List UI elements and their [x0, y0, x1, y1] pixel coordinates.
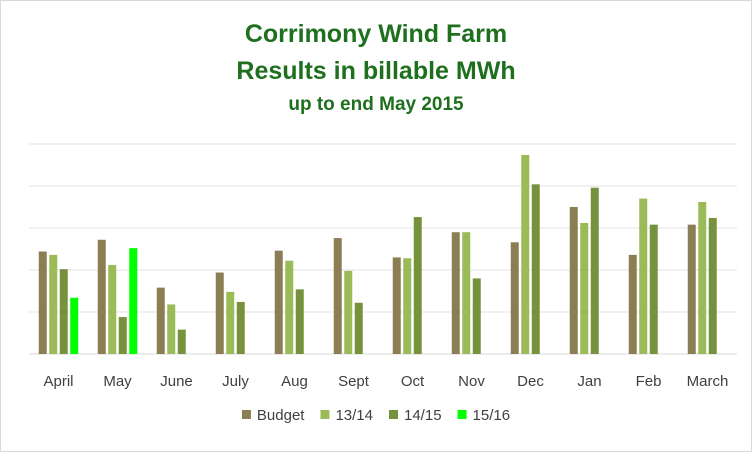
bar-Budget-april	[38, 251, 47, 354]
bar-1314-may	[108, 264, 117, 354]
gridlines	[29, 143, 737, 355]
bar-1314-sept	[344, 270, 353, 354]
bar-1415-july	[236, 301, 245, 354]
x-tick-label: Sept	[338, 373, 370, 390]
bar-1516-may	[129, 248, 138, 354]
legend-swatch	[320, 410, 330, 419]
bar-1415-jan	[590, 187, 599, 354]
bars	[38, 154, 717, 354]
bar-Budget-oct	[392, 257, 401, 354]
bar-1314-april	[49, 254, 58, 354]
bar-1314-feb	[639, 198, 648, 354]
bar-1415-may	[118, 317, 127, 354]
bar-1314-july	[226, 291, 235, 354]
bar-1415-aug	[295, 289, 304, 354]
legend-label: Budget	[257, 407, 305, 424]
legend-label: 14/15	[404, 407, 442, 424]
bar-1415-june	[177, 329, 186, 354]
bar-Budget-feb	[628, 254, 637, 354]
bar-1516-april	[70, 297, 79, 354]
bar-1314-nov	[462, 232, 471, 354]
bar-Budget-nov	[451, 232, 460, 354]
x-tick-label: Oct	[401, 373, 425, 390]
x-tick-label: Dec	[517, 373, 544, 390]
x-axis-tick-labels: April May June July Aug Sept Oct Nov Dec Jan Feb Ma…	[43, 373, 728, 390]
x-tick-label: April	[43, 373, 73, 390]
legend-swatch	[389, 410, 399, 419]
bar-1415-nov	[472, 278, 481, 354]
x-tick-label: July	[222, 373, 249, 390]
bar-1314-dec	[521, 154, 530, 354]
legend-label: 15/16	[473, 407, 511, 424]
bar-1415-sept	[354, 302, 363, 354]
bar-Budget-march	[687, 224, 696, 354]
x-tick-label: Feb	[636, 373, 662, 390]
bar-1415-feb	[649, 224, 658, 354]
bar-Budget-june	[156, 287, 165, 354]
bar-Budget-may	[97, 239, 106, 354]
x-tick-label: March	[687, 373, 729, 390]
legend-label: 13/14	[335, 407, 373, 424]
x-tick-label: Jan	[577, 373, 601, 390]
x-tick-label: Aug	[281, 373, 308, 390]
x-tick-label: June	[160, 373, 193, 390]
bar-1314-oct	[403, 258, 412, 354]
chart-title: Corrimony Wind Farm	[244, 20, 508, 48]
bar-1415-april	[59, 269, 68, 354]
bar-Budget-july	[215, 272, 224, 354]
bar-1314-aug	[285, 260, 294, 354]
x-tick-label: May	[103, 373, 132, 390]
bar-1314-june	[167, 304, 176, 354]
bar-1415-dec	[531, 184, 540, 354]
bar-Budget-dec	[510, 242, 519, 354]
bar-1314-jan	[580, 222, 589, 354]
bar-Budget-jan	[569, 207, 578, 354]
chart-subtitle: Results in billable MWh	[236, 57, 516, 85]
x-tick-label: Nov	[458, 373, 485, 390]
bar-1314-march	[698, 201, 707, 354]
legend: Budget 13/14 14/15 15/16	[241, 407, 511, 424]
bar-1415-march	[708, 217, 717, 354]
chart-subtitle-date: up to end May 2015	[288, 94, 464, 115]
legend-swatch	[241, 410, 251, 419]
bar-Budget-sept	[333, 238, 342, 354]
legend-swatch	[457, 410, 467, 419]
bar-1415-oct	[413, 217, 422, 354]
bar-Budget-aug	[274, 250, 283, 354]
